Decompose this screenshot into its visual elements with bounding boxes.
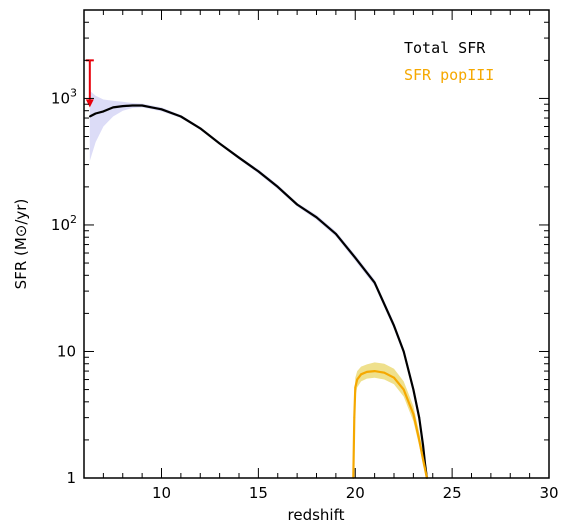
- sfr-popiii-line: [352, 370, 428, 479]
- sfr-popiii-point: [360, 373, 362, 376]
- sfr-popiii-point: [393, 376, 395, 379]
- total-sfr-point: [121, 105, 124, 107]
- total-sfr-point: [218, 142, 221, 145]
- annotations: [85, 59, 94, 108]
- total-sfr-point: [141, 104, 144, 107]
- sfr-popiii-point: [356, 378, 359, 381]
- total-sfr-point: [402, 350, 405, 353]
- y-tick-exponent: 3: [70, 86, 77, 99]
- x-tick-label: 10: [152, 484, 171, 502]
- sfr-popiii-point: [366, 371, 368, 373]
- total-sfr-point: [150, 106, 153, 109]
- sfr-popiii-point: [373, 370, 376, 372]
- total-sfr-line: [89, 104, 428, 479]
- total-sfr-point: [112, 106, 114, 109]
- total-sfr-point: [422, 444, 424, 447]
- total-sfr-point: [102, 110, 105, 113]
- axis-ticks: [83, 9, 550, 479]
- total-sfr-point: [354, 256, 357, 259]
- sfr-popiii-point: [412, 413, 415, 415]
- y-tick-label: 10: [51, 89, 70, 107]
- y-tick-label: 10: [57, 342, 76, 360]
- y-tick-exponent: 2: [70, 213, 77, 226]
- y-axis-label: SFR (M⊙/yr): [12, 199, 30, 290]
- series-lines: [88, 104, 428, 479]
- total-sfr-point: [88, 115, 91, 118]
- sfr-popiii-point: [383, 371, 386, 374]
- total-sfr-point: [412, 388, 415, 391]
- x-tick-label: 15: [249, 484, 268, 502]
- legend-entry-sfr-popiii: SFR popIII: [404, 66, 494, 84]
- y-tick-label: 1: [66, 469, 76, 487]
- x-tick-label: 20: [346, 484, 365, 502]
- legend: Total SFR SFR popIII: [404, 39, 494, 84]
- y-tick-label: 10: [51, 216, 70, 234]
- total-sfr-point: [296, 203, 298, 206]
- x-tick-label: 25: [443, 484, 462, 502]
- x-axis-label: redshift: [288, 506, 345, 524]
- upper-limit-arrowhead: [85, 99, 94, 108]
- sfr-popiii-point: [418, 439, 421, 441]
- total-sfr-point: [418, 416, 421, 419]
- total-sfr-point: [160, 108, 163, 111]
- total-sfr-point: [199, 127, 202, 130]
- total-sfr-point: [373, 281, 376, 284]
- total-sfr-point: [393, 324, 395, 327]
- total-sfr-point: [257, 170, 260, 173]
- sfr-popiii-point: [402, 388, 405, 391]
- total-sfr-point: [94, 112, 97, 115]
- total-sfr-point: [335, 233, 337, 235]
- total-sfr-point: [238, 156, 240, 159]
- total-sfr-point: [131, 104, 134, 107]
- x-tick-label: 30: [539, 484, 558, 502]
- total-sfr-point: [315, 216, 318, 219]
- total-sfr-point: [180, 115, 182, 118]
- sfr-popiii-point: [353, 416, 356, 419]
- sfr-popiii-point: [422, 458, 424, 461]
- legend-entry-total-sfr: Total SFR: [404, 39, 486, 57]
- total-sfr-point: [276, 186, 279, 188]
- sfr-popiii-point: [354, 386, 357, 389]
